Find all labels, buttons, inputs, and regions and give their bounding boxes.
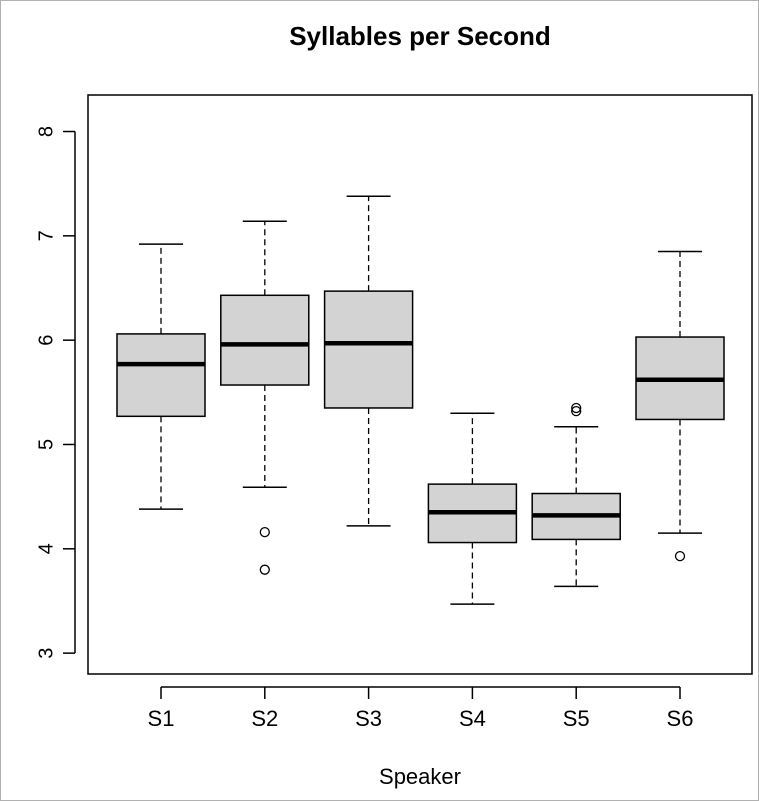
outlier-point bbox=[571, 402, 582, 414]
y-tick-label: 8 bbox=[35, 126, 57, 137]
iqr-box bbox=[220, 294, 310, 386]
y-tick-label: 7 bbox=[35, 230, 57, 241]
iqr-box bbox=[323, 290, 414, 409]
y-tick-label: 6 bbox=[35, 335, 57, 346]
x-tick-label: S6 bbox=[667, 706, 694, 731]
box-s3 bbox=[323, 195, 414, 527]
outlier-point bbox=[571, 405, 582, 417]
chart-title: Syllables per Second bbox=[289, 21, 551, 51]
y-axis: 3 4 5 6 7 8 bbox=[35, 126, 76, 659]
boxes-group bbox=[116, 195, 725, 605]
x-tick-label: S1 bbox=[148, 706, 175, 731]
y-tick-label: 4 bbox=[35, 543, 57, 554]
x-tick-label: S2 bbox=[251, 706, 278, 731]
x-axis: S1 S2 S3 S4 S5 S6 bbox=[148, 686, 694, 731]
x-tick-label: S3 bbox=[355, 706, 382, 731]
plot-area-border bbox=[87, 94, 753, 675]
box-s5 bbox=[531, 402, 621, 588]
iqr-box bbox=[116, 333, 206, 418]
x-tick-label: S4 bbox=[459, 706, 486, 731]
outlier-point bbox=[259, 564, 270, 575]
box-s4 bbox=[427, 412, 518, 605]
box-s1 bbox=[116, 243, 206, 510]
box-s2 bbox=[220, 220, 310, 575]
x-tick-label: S5 bbox=[563, 706, 590, 731]
box-s6 bbox=[635, 250, 725, 562]
y-tick-label: 5 bbox=[35, 439, 57, 450]
outlier-point bbox=[259, 526, 270, 538]
outlier-point bbox=[674, 550, 686, 562]
y-tick-label: 3 bbox=[35, 648, 57, 659]
x-axis-label: Speaker bbox=[379, 764, 461, 789]
